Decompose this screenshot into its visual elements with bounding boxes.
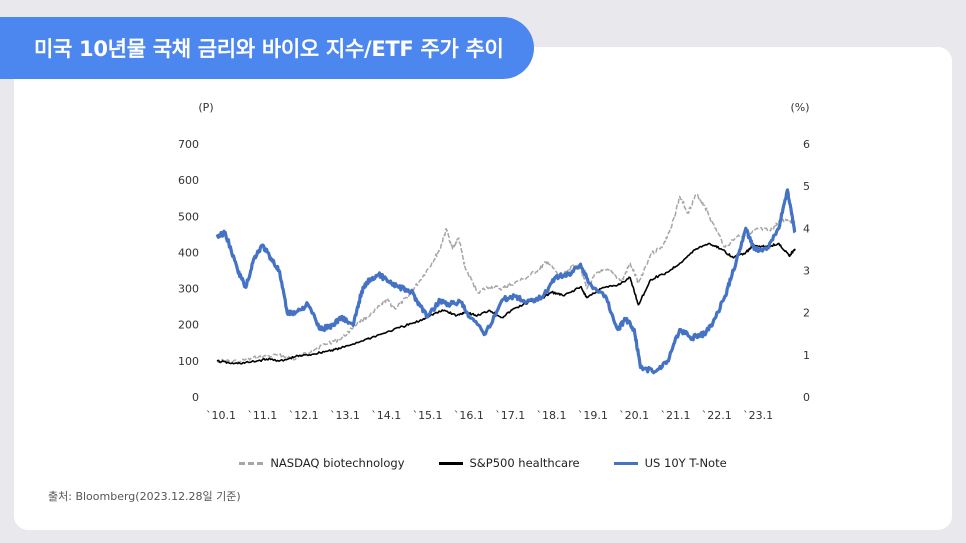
page-title: 미국 10년물 국채 금리와 바이오 지수/ETF 주가 추이 <box>34 37 504 61</box>
y-right-tick-label: 3 <box>803 265 810 278</box>
y-left-tick-label: 500 <box>178 210 199 223</box>
x-tick-label: `10.1 <box>206 409 236 422</box>
x-tick-label: `22.1 <box>702 409 732 422</box>
y-right-tick-label: 5 <box>803 180 810 193</box>
legend-label: US 10Y T-Note <box>644 456 727 470</box>
y-left-tick-label: 200 <box>178 319 199 332</box>
y-left-tick-label: 0 <box>192 391 199 404</box>
y-right-tick-label: 0 <box>803 391 810 404</box>
x-tick-label: `13.1 <box>330 409 360 422</box>
y-left-tick-label: 700 <box>178 138 199 151</box>
legend-swatch <box>239 461 264 465</box>
y-right-unit: (%) <box>790 101 809 114</box>
y-left-tick-label: 600 <box>178 174 199 187</box>
legend-swatch <box>438 461 463 465</box>
x-tick-label: `12.1 <box>289 409 319 422</box>
series-line-2 <box>215 188 797 375</box>
legend-item: NASDAQ biotechnology <box>239 456 405 470</box>
series-line-0 <box>216 193 796 364</box>
legend-swatch <box>613 461 638 465</box>
x-tick-label: `18.1 <box>537 409 567 422</box>
y-right-tick-label: 1 <box>803 349 810 362</box>
x-tick-label: `14.1 <box>371 409 401 422</box>
y-left-unit: (P) <box>198 101 213 114</box>
x-tick-label: `20.1 <box>619 409 649 422</box>
title-banner <box>0 17 534 79</box>
x-tick-label: `15.1 <box>413 409 443 422</box>
y-right-tick-label: 6 <box>803 138 810 151</box>
x-tick-label: `21.1 <box>660 409 690 422</box>
series-line-1 <box>216 242 796 365</box>
x-tick-label: `11.1 <box>247 409 277 422</box>
x-tick-label: `16.1 <box>454 409 484 422</box>
legend-label: S&P500 healthcare <box>469 456 580 470</box>
legend-item: S&P500 healthcare <box>438 456 580 470</box>
legend-item: US 10Y T-Note <box>613 456 727 470</box>
y-left-tick-label: 400 <box>178 246 199 259</box>
source-note: 출처: Bloomberg(2023.12.28일 기준) <box>48 490 241 503</box>
legend-label: NASDAQ biotechnology <box>270 456 405 470</box>
x-tick-label: `19.1 <box>578 409 608 422</box>
x-tick-label: `17.1 <box>495 409 525 422</box>
y-left-tick-label: 300 <box>178 283 199 296</box>
x-tick-label: `23.1 <box>743 409 773 422</box>
chart-legend: NASDAQ biotechnology S&P500 healthcare US … <box>0 456 966 470</box>
y-right-tick-label: 2 <box>803 307 810 320</box>
y-left-tick-label: 100 <box>178 355 199 368</box>
y-right-tick-label: 4 <box>803 222 810 235</box>
